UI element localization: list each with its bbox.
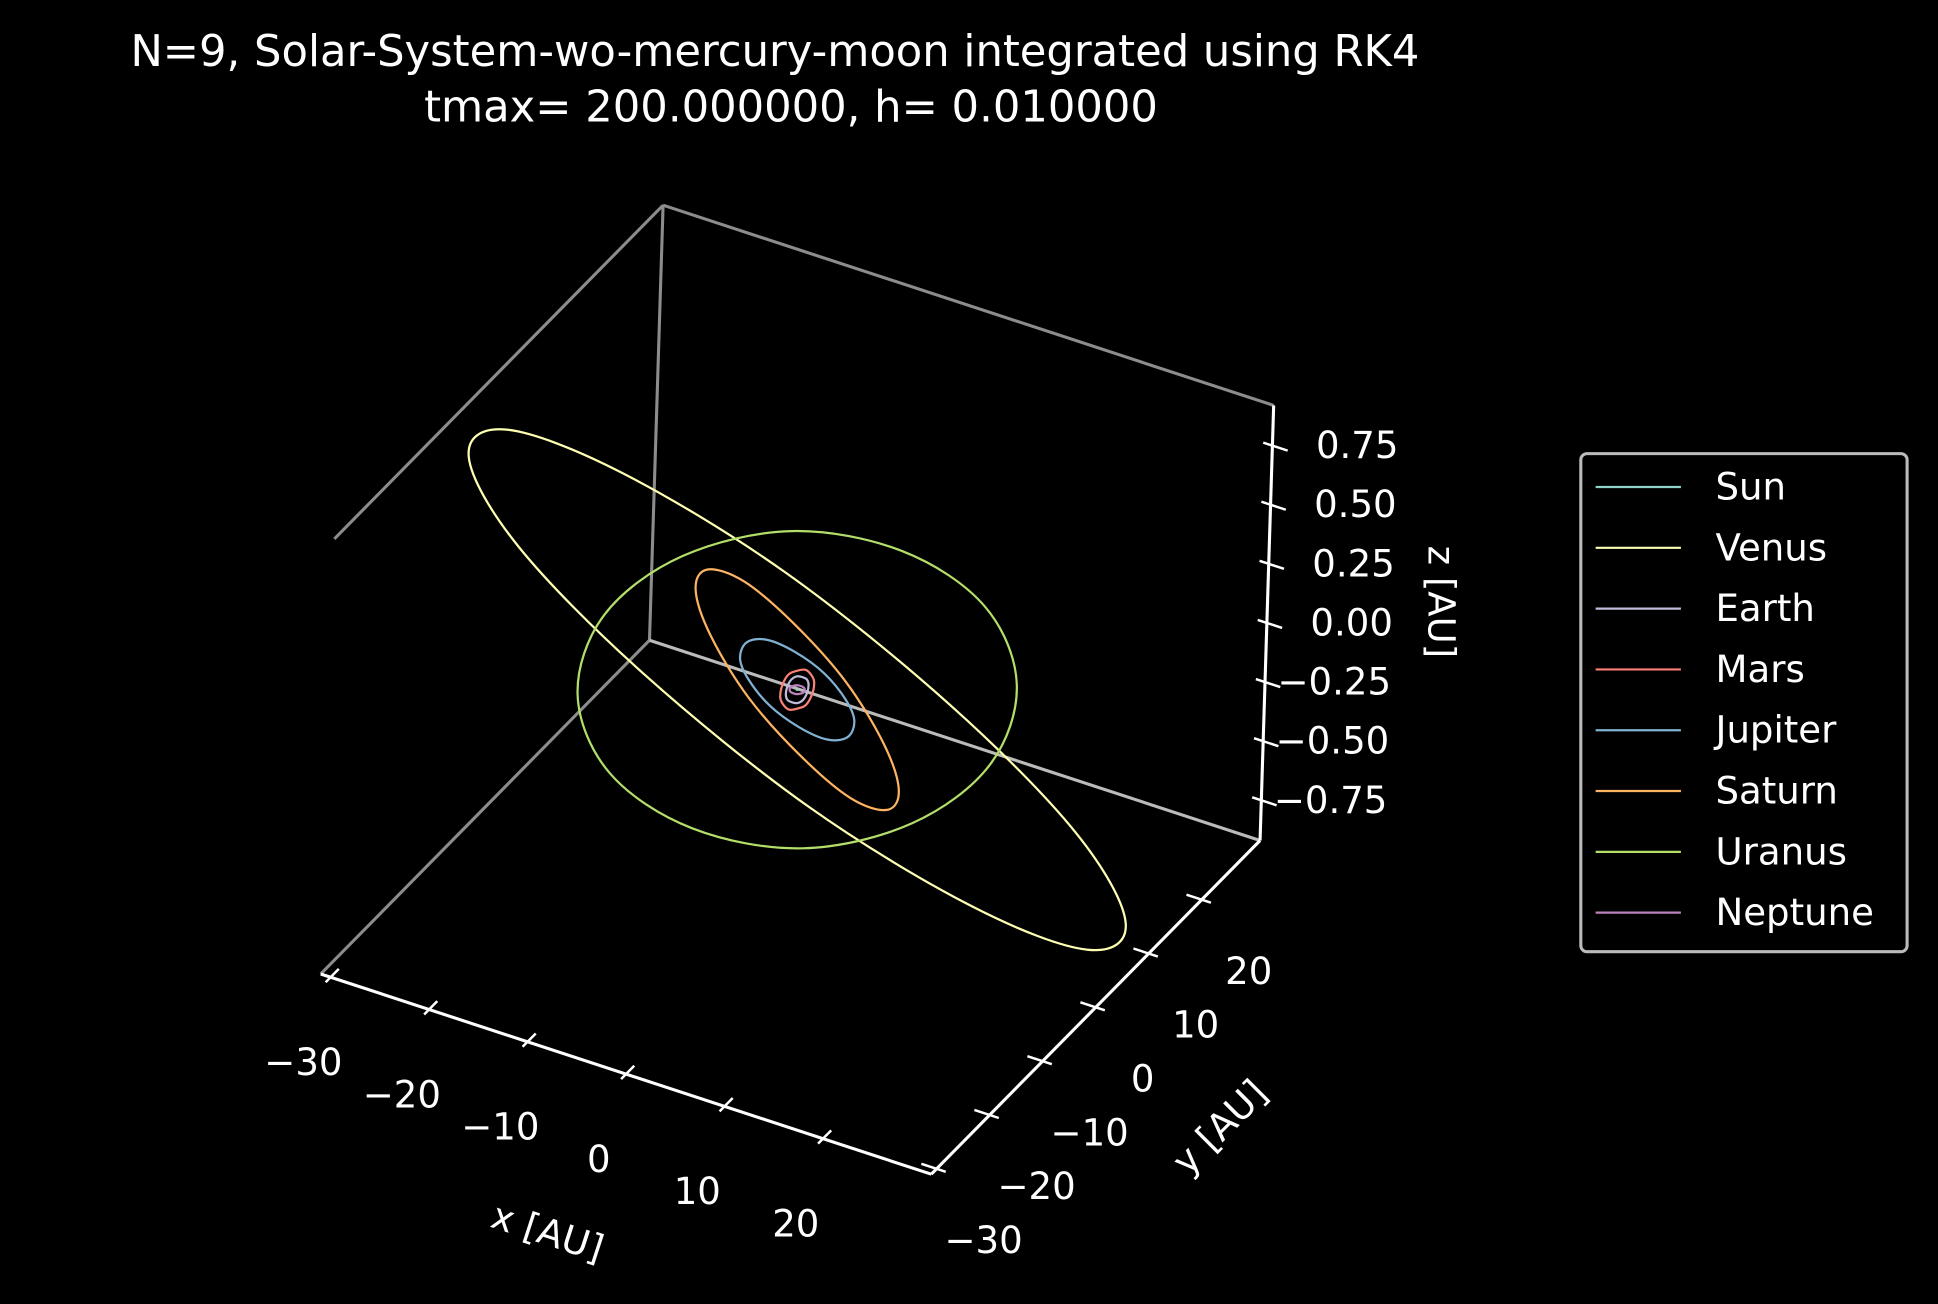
chart-title: N=9, Solar-System-wo-mercury-moon integr… bbox=[130, 27, 1419, 77]
legend-label: Earth bbox=[1716, 587, 1815, 630]
y-tick bbox=[920, 1162, 947, 1173]
x-tick-label: 20 bbox=[772, 1202, 819, 1245]
legend-label: Neptune bbox=[1716, 891, 1874, 934]
x-tick bbox=[423, 1000, 439, 1016]
z-tick-label: 0.25 bbox=[1312, 542, 1395, 585]
x-tick bbox=[324, 967, 340, 984]
legend-label: Saturn bbox=[1716, 770, 1838, 813]
z-tick-label: 0.00 bbox=[1310, 601, 1393, 644]
legend: Sun Venus Earth Mars Jupiter Saturn Uranus Nept… bbox=[1579, 452, 1909, 954]
z-axis-label: z [AU] bbox=[1420, 546, 1463, 659]
box-edge bbox=[662, 203, 1275, 407]
box-edge bbox=[333, 204, 665, 540]
y-tick-label: 20 bbox=[1225, 950, 1272, 993]
y-tick-label: 0 bbox=[1131, 1058, 1155, 1101]
orbit bbox=[784, 675, 810, 705]
y-tick-label: −10 bbox=[1051, 1111, 1129, 1154]
z-tick bbox=[1259, 559, 1285, 571]
z-tick-label: −0.50 bbox=[1276, 720, 1390, 763]
z-tick bbox=[1262, 441, 1289, 452]
y-tick bbox=[1080, 1001, 1106, 1012]
z-tick bbox=[1257, 618, 1283, 630]
box-edge bbox=[649, 638, 1261, 842]
legend-label: Sun bbox=[1716, 465, 1787, 508]
x-tick-label: 10 bbox=[674, 1170, 721, 1213]
orbit bbox=[694, 568, 900, 812]
legend-label: Venus bbox=[1716, 526, 1828, 569]
y-tick bbox=[1133, 947, 1159, 958]
z-tick-label: −0.25 bbox=[1278, 661, 1392, 704]
y-tick-label: −30 bbox=[944, 1219, 1022, 1262]
orbit bbox=[788, 684, 806, 696]
x-tick-label: −10 bbox=[461, 1106, 539, 1149]
orbit bbox=[738, 637, 856, 742]
x-tick bbox=[718, 1097, 734, 1113]
orbit bbox=[576, 529, 1018, 850]
y-tick bbox=[973, 1108, 1000, 1120]
x-tick-label: −30 bbox=[264, 1041, 342, 1084]
z-tick-label: 0.50 bbox=[1314, 483, 1397, 526]
legend-label: Uranus bbox=[1716, 830, 1847, 873]
z-tick bbox=[1251, 796, 1277, 807]
z-tick bbox=[1255, 677, 1281, 689]
z-tick bbox=[1261, 500, 1287, 511]
orbit bbox=[779, 668, 816, 711]
legend-label: Jupiter bbox=[1714, 709, 1838, 752]
y-tick-label: 10 bbox=[1172, 1004, 1219, 1047]
x-tick-label: −20 bbox=[363, 1073, 441, 1116]
z-tick-label: 0.75 bbox=[1316, 424, 1399, 467]
y-tick bbox=[1027, 1054, 1053, 1066]
x-tick bbox=[620, 1064, 636, 1080]
y-tick-label: −20 bbox=[997, 1165, 1075, 1208]
x-tick bbox=[817, 1129, 833, 1145]
box-edge bbox=[319, 639, 651, 976]
y-tick bbox=[1186, 893, 1212, 904]
legend-box bbox=[1579, 452, 1909, 954]
chart-subtitle: tmax= 200.000000, h= 0.010000 bbox=[424, 83, 1158, 133]
x-tick-label: 0 bbox=[587, 1138, 611, 1181]
box-edge bbox=[647, 205, 665, 641]
legend-label: Mars bbox=[1716, 648, 1805, 691]
x-tick bbox=[521, 1032, 537, 1048]
z-tick bbox=[1253, 737, 1279, 748]
z-tick-label: −0.75 bbox=[1274, 779, 1388, 822]
orbit bbox=[467, 428, 1127, 952]
